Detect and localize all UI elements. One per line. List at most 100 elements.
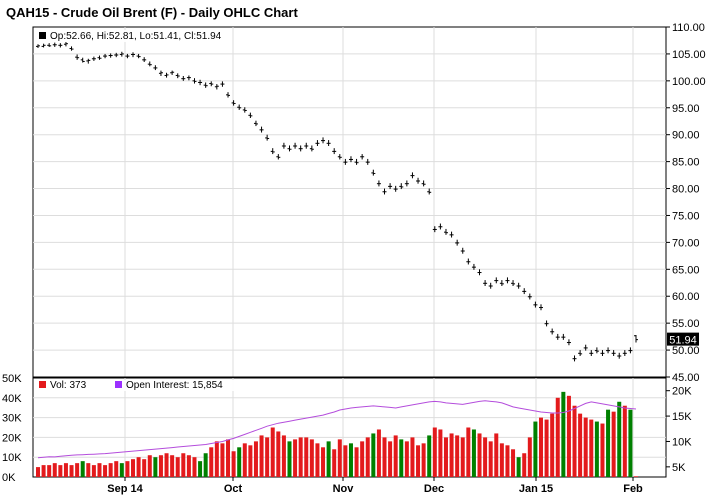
x-tick-label: Dec	[424, 483, 444, 495]
ohlc-bar	[348, 156, 353, 163]
volume-bar	[449, 433, 454, 477]
ohlc-bar	[209, 81, 214, 87]
ohlc-bar	[276, 154, 281, 160]
x-tick-label: Nov	[333, 483, 355, 495]
volume-bar	[75, 463, 80, 477]
volume-bar	[220, 443, 225, 477]
ohlc-bar	[594, 347, 599, 354]
volume-bar	[488, 441, 493, 477]
ohlc-bar	[382, 188, 387, 195]
volume-bar	[538, 417, 543, 477]
volume-bar	[460, 437, 465, 477]
ohlc-bar	[494, 277, 499, 284]
volume-bar	[170, 455, 175, 477]
ohlc-bar	[265, 134, 270, 141]
ohlc-bar	[270, 148, 275, 155]
volume-bar	[438, 429, 443, 477]
ohlc-bar	[538, 304, 543, 311]
chart-title: QAH15 - Crude Oil Brent (F) - Daily OHLC…	[6, 5, 298, 20]
last-value-marker: 51.94	[667, 332, 699, 347]
volume-bar	[108, 463, 113, 477]
volume-bar	[544, 419, 549, 477]
x-tick-label: Oct	[224, 483, 243, 495]
price-tick-label: 50.00	[672, 345, 700, 357]
ohlc-bar	[170, 70, 175, 75]
ohlc-bar	[97, 55, 102, 60]
last-value-label: 51.94	[669, 335, 697, 347]
volume-bar	[326, 441, 331, 477]
ohlc-bar	[583, 344, 588, 351]
ohlc-bar	[281, 142, 286, 149]
ohlc-bar	[432, 226, 437, 233]
ohlc-bar	[527, 293, 532, 300]
volume-bar	[209, 447, 214, 477]
ohlc-bar	[332, 148, 337, 155]
volume-bar	[186, 455, 191, 477]
ohlc-bar	[91, 56, 96, 61]
ohlc-bar	[153, 65, 158, 71]
price-legend-swatch	[39, 32, 46, 39]
ohlc-bar	[455, 239, 460, 246]
volume-left-tick-label: 20K	[2, 432, 22, 444]
volume-bar	[36, 467, 40, 477]
ohlc-bar	[47, 43, 52, 47]
ohlc-bar	[142, 57, 147, 62]
price-tick-label: 75.00	[672, 210, 700, 222]
volume-bar	[69, 465, 74, 477]
x-tick-label: Sep 14	[107, 483, 143, 495]
volume-bar	[198, 461, 203, 477]
ohlc-bar	[499, 280, 504, 286]
volume-bar	[611, 411, 616, 477]
volume-bar	[583, 417, 588, 477]
price-tick-label: 65.00	[672, 264, 700, 276]
ohlc-bar	[337, 154, 342, 160]
ohlc-bar	[589, 350, 594, 356]
volume-bar	[511, 449, 516, 477]
price-legend: Op:52.66, Hi:52.81, Lo:51.41, Cl:51.94	[36, 30, 232, 42]
ohlc-bar	[634, 334, 638, 343]
volume-bar	[404, 441, 409, 477]
volume-bar	[393, 435, 398, 477]
ohlc-bar	[287, 145, 292, 152]
volume-bar	[466, 427, 471, 477]
volume-left-tick-label: 10K	[2, 452, 22, 464]
volume-bar	[421, 443, 426, 477]
volume-bar	[142, 459, 147, 477]
volume-bar	[600, 423, 605, 477]
volume-bar	[237, 447, 242, 477]
ohlc-bar	[326, 140, 331, 146]
volume-bar	[499, 443, 504, 477]
ohlc-bar	[578, 350, 583, 356]
ohlc-bar	[192, 78, 197, 84]
volume-bar	[527, 437, 532, 477]
ohlc-bar	[561, 333, 566, 340]
ohlc-bar	[293, 142, 298, 149]
ohlc-bar	[175, 73, 180, 79]
volume-bar	[158, 455, 163, 477]
volume-bar	[91, 465, 96, 477]
volume-bar	[354, 447, 359, 477]
ohlc-bar	[214, 84, 219, 90]
volume-bar	[410, 437, 415, 477]
ohlc-bar	[147, 61, 152, 67]
ohlc-bar	[460, 247, 465, 254]
ohlc-bar	[511, 280, 516, 286]
volume-bar	[505, 445, 510, 477]
volume-bar	[561, 391, 566, 477]
volume-bar	[293, 439, 298, 477]
volume-left-tick-label: 50K	[2, 373, 22, 385]
ohlc-bar	[41, 43, 46, 48]
volume-bar	[114, 461, 119, 477]
volume-bar	[203, 453, 208, 477]
ohlc-bar	[321, 137, 326, 144]
volume-bar	[131, 459, 136, 477]
ohlc-bar	[505, 277, 510, 284]
price-tick-label: 95.00	[672, 103, 700, 115]
volume-bar	[281, 435, 286, 477]
volume-bar	[298, 437, 303, 477]
volume-bar	[97, 463, 102, 477]
volume-bar	[175, 457, 180, 477]
ohlc-bar	[69, 46, 74, 51]
price-tick-label: 55.00	[672, 318, 700, 330]
